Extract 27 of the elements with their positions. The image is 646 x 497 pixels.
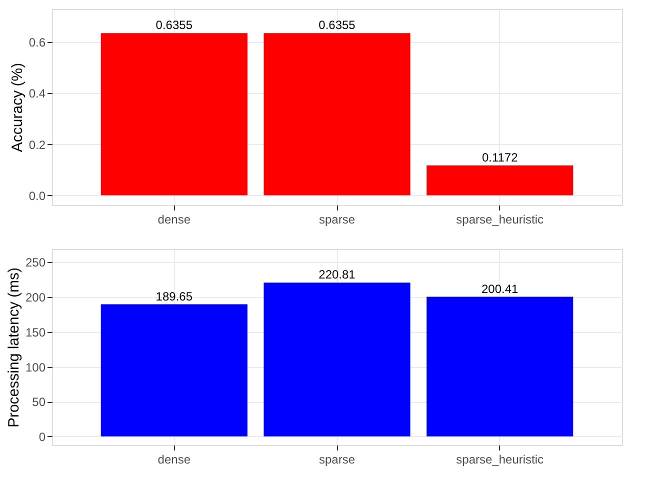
y-tick-label: 0.4 bbox=[28, 86, 46, 101]
data-label: 0.6355 bbox=[318, 18, 356, 32]
data-label: 0.1172 bbox=[482, 150, 518, 164]
y-tick-label: 0.0 bbox=[28, 188, 46, 203]
y-tick-label: 0.2 bbox=[28, 138, 46, 152]
y-tick-label: 0.6 bbox=[28, 36, 46, 50]
data-label: 220.81 bbox=[318, 268, 356, 282]
x-tick-label: dense bbox=[158, 452, 191, 466]
y-tick-label: 200 bbox=[25, 290, 46, 305]
bar bbox=[426, 296, 574, 436]
y-tick-label: 50 bbox=[32, 395, 46, 410]
y-axis-title: Accuracy (%) bbox=[8, 62, 26, 152]
x-tick-label: sparse_heuristic bbox=[456, 452, 544, 466]
x-tick-label: sparse bbox=[318, 452, 356, 466]
data-label: 200.41 bbox=[482, 282, 519, 296]
y-tick-label: 0 bbox=[38, 430, 46, 444]
data-label: 189.65 bbox=[156, 289, 193, 304]
x-tick-label: sparse_heuristic bbox=[456, 212, 544, 226]
y-tick-label: 100 bbox=[25, 360, 46, 374]
data-label: 0.6355 bbox=[156, 18, 193, 32]
x-tick-label: sparse bbox=[318, 212, 356, 226]
x-tick-label: dense bbox=[158, 212, 191, 226]
y-tick-label: 250 bbox=[25, 256, 46, 270]
bar bbox=[264, 282, 410, 436]
y-tick-label: 150 bbox=[25, 325, 46, 340]
y-axis-title: Processing latency (ms) bbox=[5, 267, 22, 428]
bar bbox=[100, 304, 248, 436]
